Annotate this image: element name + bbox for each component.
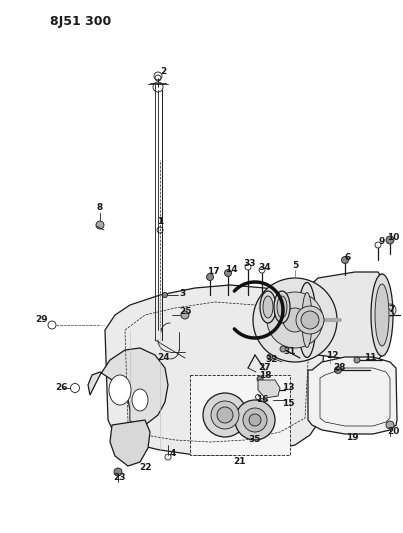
Circle shape	[280, 346, 286, 352]
Text: 29: 29	[36, 316, 48, 325]
Circle shape	[267, 354, 273, 360]
Text: 24: 24	[158, 353, 170, 362]
Text: 19: 19	[346, 433, 358, 442]
Circle shape	[334, 367, 341, 374]
Text: 34: 34	[259, 263, 271, 272]
Circle shape	[386, 421, 394, 429]
Text: 35: 35	[249, 435, 261, 445]
Text: 1: 1	[157, 217, 163, 227]
Circle shape	[283, 308, 307, 332]
Circle shape	[386, 236, 394, 244]
Text: 6: 6	[345, 254, 351, 262]
Circle shape	[206, 273, 214, 280]
Circle shape	[249, 414, 261, 426]
Text: 27: 27	[259, 364, 271, 373]
Text: 13: 13	[282, 384, 294, 392]
Text: 31: 31	[284, 348, 296, 357]
Circle shape	[114, 468, 122, 476]
Text: 32: 32	[266, 356, 278, 365]
Text: 33: 33	[244, 260, 256, 269]
Ellipse shape	[263, 296, 273, 318]
Text: 3: 3	[180, 288, 186, 297]
Ellipse shape	[371, 274, 393, 356]
Circle shape	[296, 306, 324, 334]
Ellipse shape	[260, 291, 276, 323]
Circle shape	[224, 270, 231, 277]
Ellipse shape	[277, 296, 287, 318]
Circle shape	[253, 278, 337, 362]
Text: 18: 18	[259, 370, 271, 379]
Text: 30: 30	[216, 410, 228, 419]
Polygon shape	[258, 380, 280, 398]
Text: 26: 26	[56, 383, 68, 392]
Text: 8J51 300: 8J51 300	[50, 15, 111, 28]
Text: 8: 8	[97, 204, 103, 213]
Bar	[190, 375, 290, 455]
Circle shape	[341, 256, 349, 263]
Ellipse shape	[375, 284, 389, 346]
Polygon shape	[308, 357, 397, 434]
Text: 14: 14	[225, 265, 237, 274]
Text: 22: 22	[139, 464, 151, 472]
Text: 21: 21	[234, 457, 246, 466]
Ellipse shape	[302, 293, 312, 348]
Polygon shape	[305, 272, 382, 360]
Polygon shape	[110, 420, 150, 466]
Circle shape	[181, 311, 189, 319]
Text: 15: 15	[282, 399, 294, 408]
Circle shape	[217, 407, 233, 423]
Text: 28: 28	[334, 364, 346, 373]
Text: 2: 2	[160, 68, 166, 77]
Polygon shape	[105, 285, 325, 455]
Ellipse shape	[274, 291, 290, 323]
Circle shape	[257, 376, 263, 382]
Polygon shape	[88, 348, 168, 428]
Text: 20: 20	[387, 427, 399, 437]
Text: 5: 5	[292, 261, 298, 270]
Text: 11: 11	[364, 352, 376, 361]
Ellipse shape	[132, 389, 148, 411]
Ellipse shape	[298, 282, 316, 358]
Text: 9: 9	[379, 238, 385, 246]
Circle shape	[211, 401, 239, 429]
Circle shape	[301, 311, 319, 329]
Circle shape	[235, 400, 275, 440]
Circle shape	[203, 393, 247, 437]
Text: 12: 12	[326, 351, 338, 359]
Circle shape	[162, 293, 168, 297]
Circle shape	[354, 357, 360, 363]
Circle shape	[267, 292, 323, 348]
Text: 7: 7	[389, 305, 395, 314]
Ellipse shape	[109, 375, 131, 405]
Circle shape	[96, 221, 104, 229]
Text: 23: 23	[114, 473, 126, 482]
Text: 16: 16	[256, 395, 268, 405]
Text: 17: 17	[207, 268, 219, 277]
Text: 25: 25	[179, 306, 191, 316]
Text: 4: 4	[170, 448, 176, 457]
Text: 10: 10	[387, 232, 399, 241]
Circle shape	[243, 408, 267, 432]
